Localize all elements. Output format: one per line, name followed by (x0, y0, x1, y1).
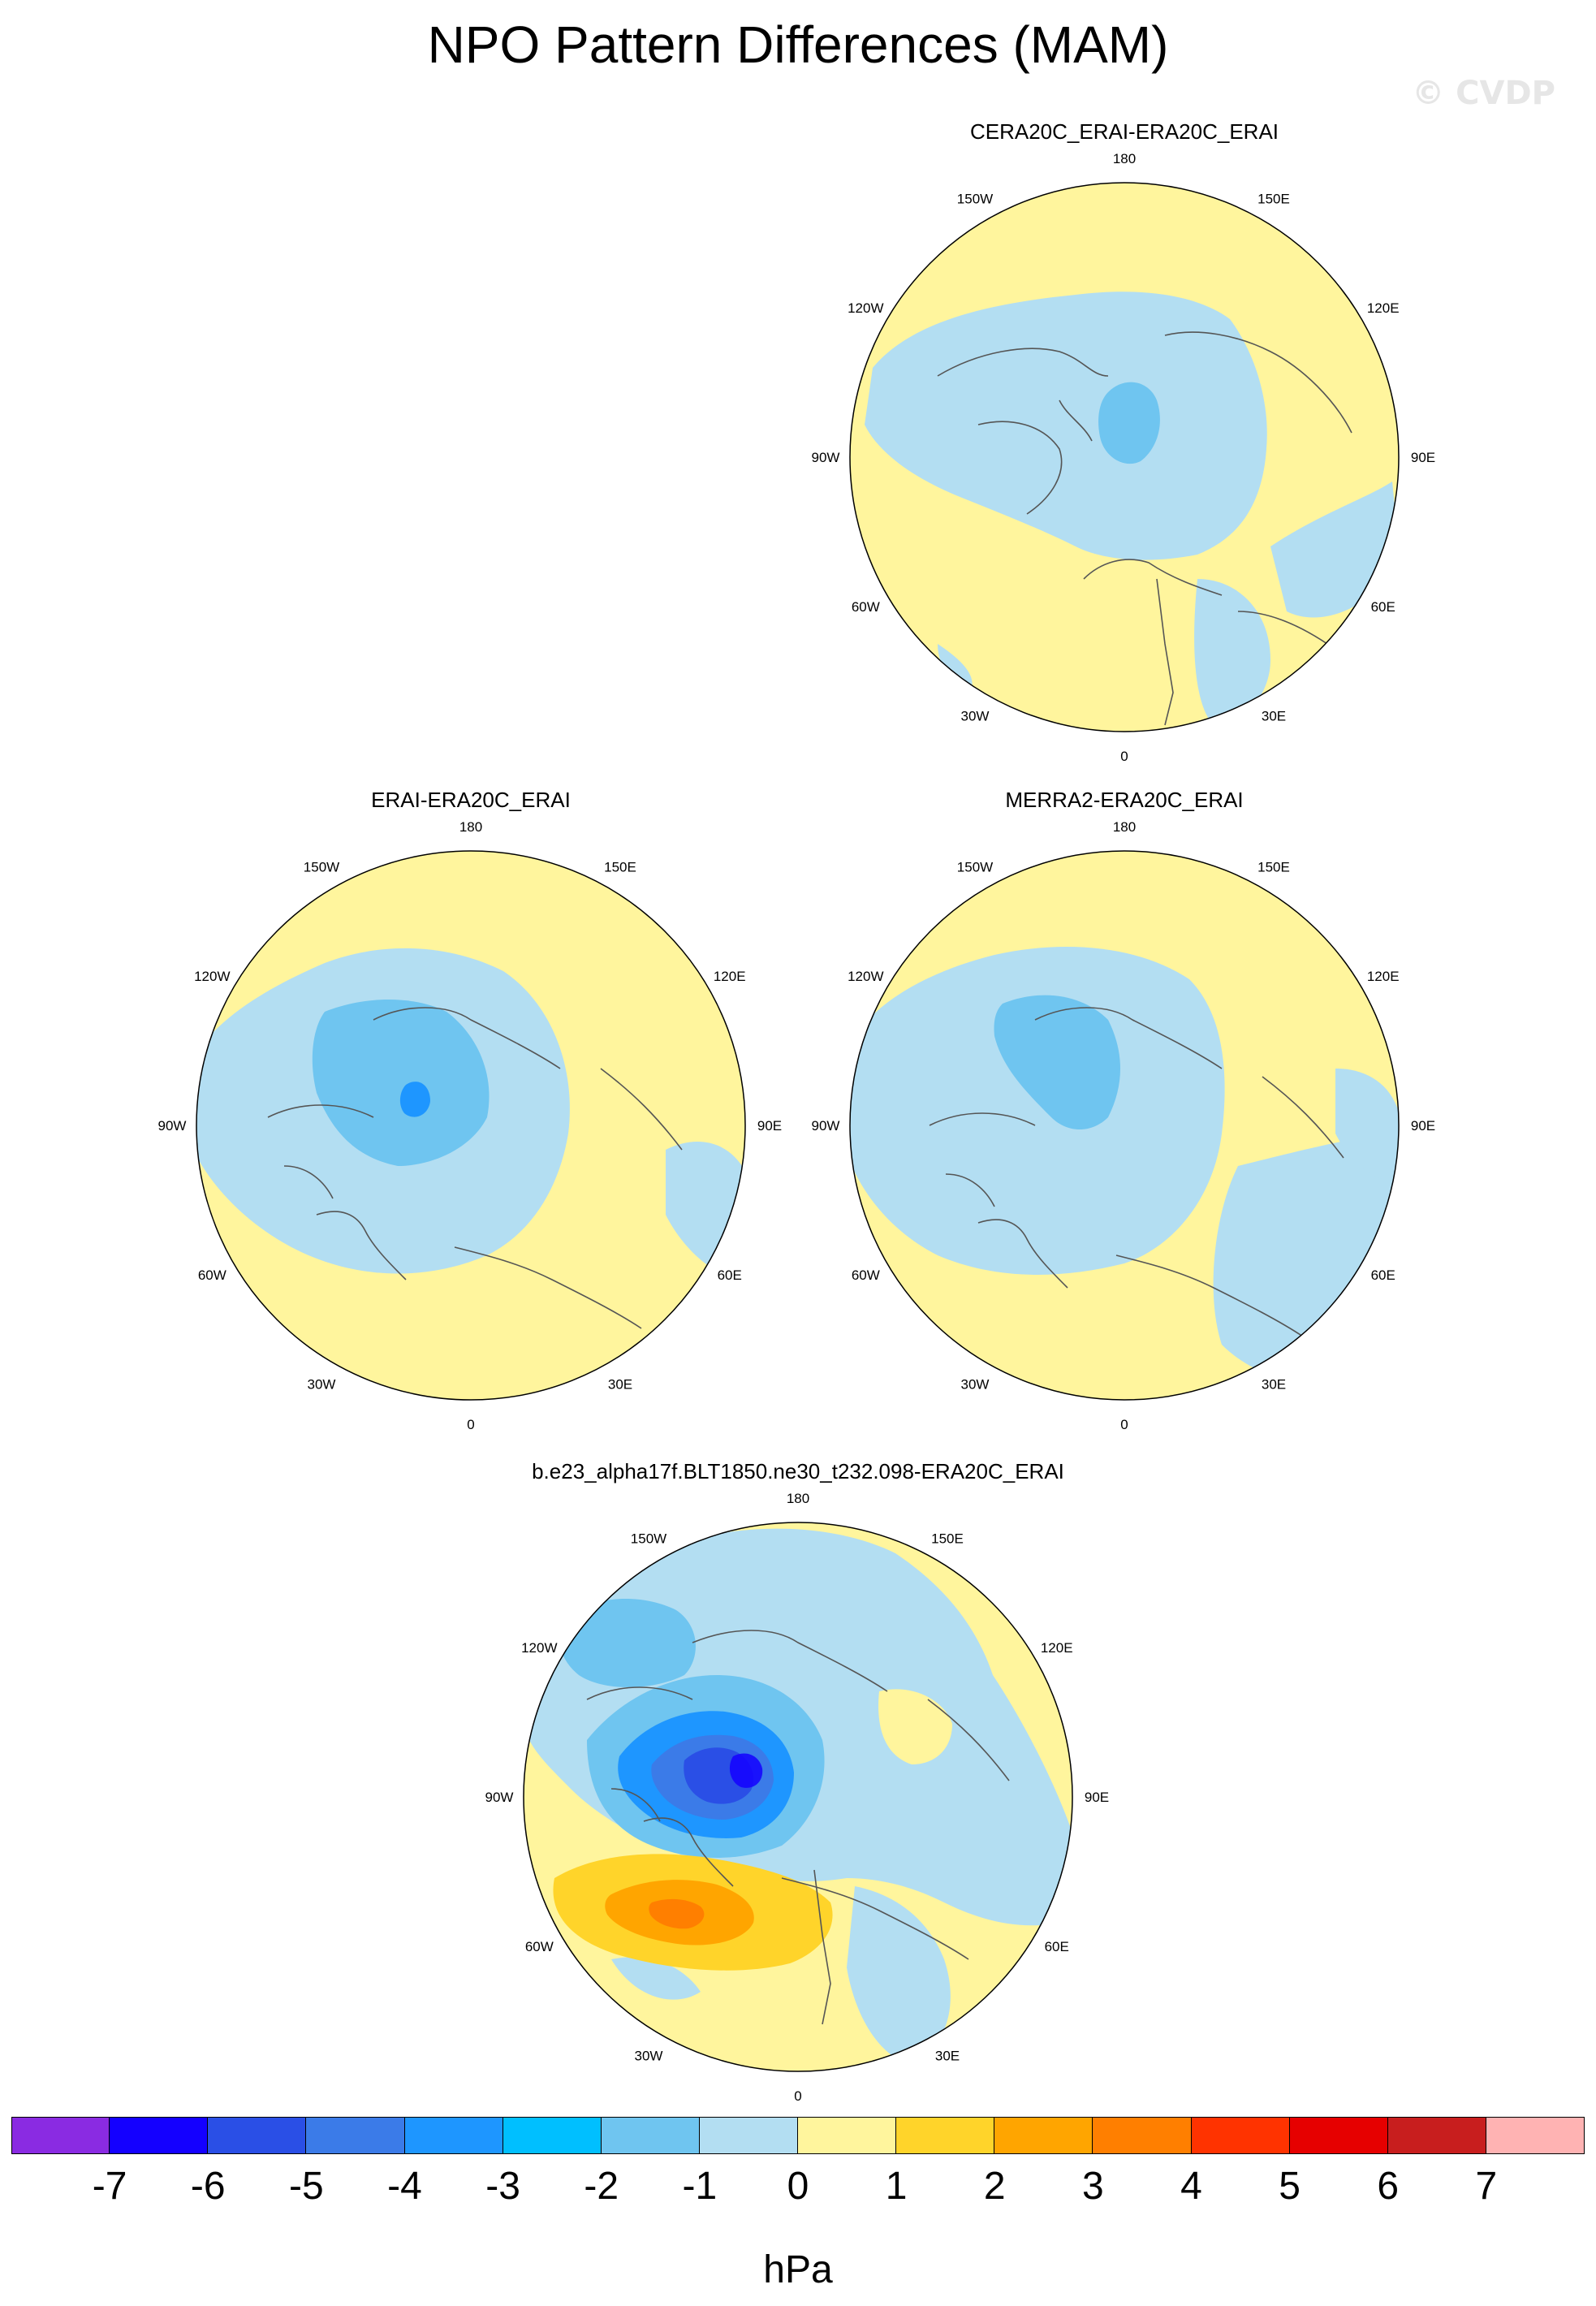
lon-label-30w: 30W (961, 1377, 990, 1393)
lon-label-90e: 90E (757, 1118, 782, 1134)
map-panel-cera20c: 180 150E 120E 90E 60E 30E 0 30W 60W 90W 120W 150W (812, 151, 1436, 774)
colorbar-box (306, 2117, 405, 2154)
lon-label-90e: 90E (1411, 450, 1435, 465)
colorbar-box (1191, 2117, 1290, 2154)
lon-label-0: 0 (794, 2088, 801, 2104)
lon-label-150w: 150W (957, 859, 993, 874)
colorbar-box (208, 2117, 307, 2154)
lon-label-90e: 90E (1085, 1790, 1109, 1805)
polar-map-model: 180 150E 120E 90E 60E 30E 0 30W 60W 90W 120W 150W (485, 1491, 1110, 2104)
lon-label-120w: 120W (194, 969, 230, 984)
lon-label-0: 0 (1120, 1417, 1128, 1432)
lon-label-0: 0 (1120, 749, 1128, 764)
colorbar-tick-label: 7 (1475, 2165, 1498, 2208)
colorbar-tick-label: 4 (1180, 2165, 1202, 2208)
panel-title-erai: ERAI-ERA20C_ERAI (371, 788, 571, 812)
colorbar-box (11, 2117, 110, 2154)
colorbar-tick-label: 3 (1082, 2165, 1104, 2208)
lon-label-30e: 30E (935, 2049, 960, 2064)
lon-label-150w: 150W (631, 1531, 666, 1546)
colorbar-box (1289, 2117, 1388, 2154)
colorbar-box (404, 2117, 503, 2154)
colorbar-tick-label: -2 (584, 2165, 619, 2208)
lon-label-30e: 30E (608, 1377, 632, 1393)
lon-label-60e: 60E (1371, 599, 1395, 615)
lon-label-120w: 120W (848, 969, 883, 984)
lon-label-60w: 60W (525, 1939, 554, 1954)
colorbar-tick-label: -4 (387, 2165, 422, 2208)
lon-label-150e: 150E (1257, 859, 1290, 874)
lon-label-180: 180 (1113, 819, 1136, 835)
colorbar-box (896, 2117, 995, 2154)
polar-map-erai: 180 150E 120E 90E 60E 30E 0 30W 60W 90W 120W 150W (158, 819, 783, 1432)
colorbar-tick-label: 5 (1279, 2165, 1301, 2208)
lon-label-150e: 150E (1257, 191, 1290, 206)
lon-label-120e: 120E (714, 969, 746, 984)
lon-label-60w: 60W (852, 599, 880, 615)
panel-title-merra2: MERRA2-ERA20C_ERAI (1005, 788, 1244, 812)
lon-label-60e: 60E (718, 1267, 742, 1283)
colorbar-tick-label: -7 (92, 2165, 127, 2208)
lon-label-180: 180 (787, 1491, 809, 1506)
colorbar-tick-label: 2 (983, 2165, 1006, 2208)
panel-title-cera20c: CERA20C_ERAI-ERA20C_ERAI (969, 119, 1279, 144)
cvdp-watermark: © CVDP (1412, 75, 1555, 112)
polar-map-merra2: 180 150E 120E 90E 60E 30E 0 30W 60W 90W 120W 150W (812, 819, 1436, 1432)
lon-label-120e: 120E (1367, 969, 1400, 984)
colorbar-tick-label: -5 (289, 2165, 324, 2208)
lon-label-120w: 120W (848, 300, 883, 316)
lon-label-150w: 150W (957, 191, 993, 206)
lon-label-180: 180 (1113, 151, 1136, 166)
colorbar-tick-label: 0 (787, 2165, 809, 2208)
colorbar-tick-label: 1 (885, 2165, 908, 2208)
lon-label-120e: 120E (1367, 300, 1400, 316)
colorbar-box (503, 2117, 602, 2154)
lon-label-60w: 60W (852, 1267, 880, 1283)
colorbar-box (1093, 2117, 1192, 2154)
colorbar-box (110, 2117, 209, 2154)
polar-map-cera20c: 180 150E 120E 90E 60E 30E 0 30W 60W 90W 120W 150W (812, 151, 1436, 764)
lon-label-180: 180 (459, 819, 482, 835)
lon-label-150e: 150E (604, 859, 636, 874)
lon-label-60e: 60E (1045, 1939, 1069, 1954)
colorbar-box (994, 2117, 1093, 2154)
colorbar-box (1486, 2117, 1585, 2154)
lon-label-120e: 120E (1041, 1640, 1073, 1656)
lon-label-30e: 30E (1262, 709, 1286, 724)
colorbar-box (699, 2117, 798, 2154)
lon-label-90w: 90W (485, 1790, 514, 1805)
lon-label-90e: 90E (1411, 1118, 1435, 1134)
map-panel-merra2: 180 150E 120E 90E 60E 30E 0 30W 60W 90W 120W 150W (812, 819, 1436, 1442)
lon-label-120w: 120W (521, 1640, 557, 1656)
colorbar-box (798, 2117, 897, 2154)
colorbar-tick-label: -3 (485, 2165, 520, 2208)
lon-label-60e: 60E (1371, 1267, 1395, 1283)
colorbar-tick-label: 6 (1377, 2165, 1400, 2208)
colorbar-box (601, 2117, 700, 2154)
map-panel-erai: 180 150E 120E 90E 60E 30E 0 30W 60W 90W 120W 150W (158, 819, 783, 1442)
colorbar-tick-label: -6 (190, 2165, 226, 2208)
lon-label-90w: 90W (158, 1118, 187, 1134)
lon-label-60w: 60W (198, 1267, 226, 1283)
map-panel-model: 180 150E 120E 90E 60E 30E 0 30W 60W 90W 120W 150W (485, 1491, 1110, 2114)
lon-label-30w: 30W (635, 2049, 663, 2064)
lon-label-30w: 30W (308, 1377, 336, 1393)
colorbar: -7 -6 -5 -4 -3 -2 -1 0 1 2 3 4 5 6 7 (11, 2117, 1585, 2206)
figure-title: NPO Pattern Differences (MAM) (427, 15, 1169, 74)
colorbar-units: hPa (763, 2248, 833, 2291)
lon-label-30e: 30E (1262, 1377, 1286, 1393)
lon-label-30w: 30W (961, 709, 990, 724)
panel-title-model: b.e23_alpha17f.BLT1850.ne30_t232.098-ERA… (532, 1459, 1064, 1483)
lon-label-90w: 90W (812, 1118, 840, 1134)
lon-label-0: 0 (467, 1417, 474, 1432)
lon-label-150e: 150E (931, 1531, 964, 1546)
colorbar-box (1387, 2117, 1486, 2154)
colorbar-tick-label: -1 (682, 2165, 718, 2208)
lon-label-150w: 150W (304, 859, 339, 874)
lon-label-90w: 90W (812, 450, 840, 465)
